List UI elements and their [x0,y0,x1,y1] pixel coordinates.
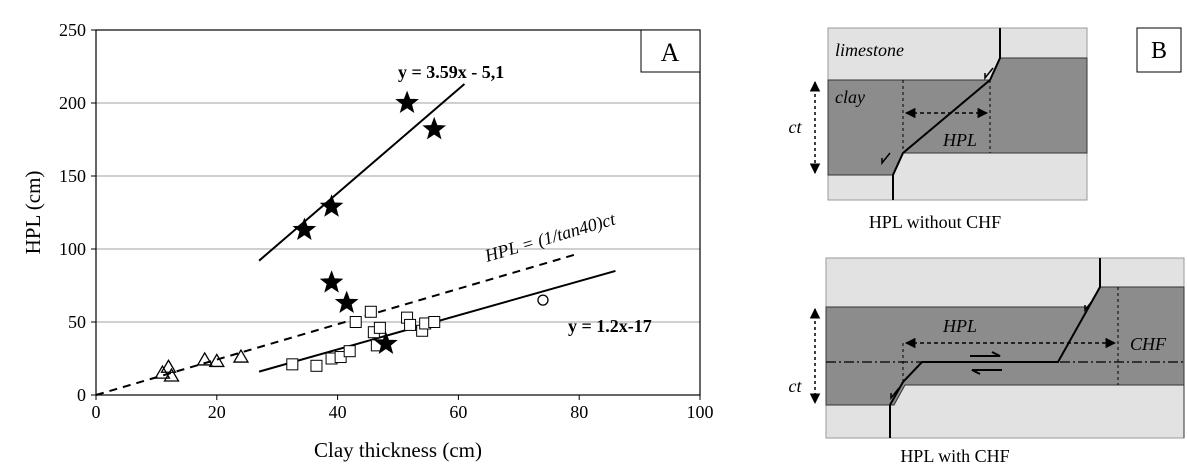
point [428,316,441,328]
caption: HPL without CHF [869,212,1001,232]
y-tick-label: 50 [68,312,86,332]
point [343,345,356,358]
fit-label: y = 1.2x-17 [568,316,652,336]
fit-line [258,83,466,262]
point [196,351,213,366]
point [208,353,225,368]
point [364,305,377,318]
point [373,321,386,334]
point [319,194,344,217]
y-axis-title: HPL (cm) [21,171,45,255]
y-tick-label: 150 [59,166,86,186]
y-tick-label: 0 [77,385,86,405]
slip-arrow [890,387,900,401]
point [319,270,344,293]
point [395,90,419,114]
slip-arrow [1084,299,1094,313]
shear-arrows [970,351,1002,375]
y-tick-label: 100 [59,239,86,259]
slip-arrow [984,67,994,81]
point [286,358,299,371]
point [537,294,549,306]
point [422,116,447,140]
chart: 0 50 100 150 200 250 0 20 40 60 80 100 Clay thicknes… [21,20,714,462]
panel-box [1136,27,1182,73]
point [232,348,250,363]
x-tick-label: 0 [92,402,101,422]
point [404,318,417,331]
x-tick-label: 60 [449,402,467,422]
label: limestone [835,40,904,60]
plot-frame [95,29,701,396]
x-tick-label: 20 [208,402,226,422]
y-tick-label: 200 [59,93,86,113]
point [374,331,398,354]
point [292,217,317,241]
fit-label: y = 3.59x - 5,1 [398,62,504,82]
panel-box [640,29,701,73]
point [310,359,323,372]
x-tick-label: 80 [570,402,588,422]
point [349,316,362,328]
plot-area [96,30,700,395]
label: clay [835,87,865,107]
x-axis-title: Clay thickness (cm) [314,438,482,462]
slip-arrow [881,152,891,166]
label: HPL [942,130,977,150]
panel-label: A [661,38,680,67]
panel-label: B [1151,38,1167,64]
caption: HPL with CHF [900,446,1009,466]
x-tick-label: 40 [329,402,347,422]
y-tick-label: 250 [59,20,86,40]
diagram-top: limestone clay ct HPL HPL without CHF B [789,27,1182,232]
x-tick-label: 100 [687,402,714,422]
point [334,290,359,314]
label: CHF [1130,334,1167,354]
point [160,358,177,373]
label: ct [789,117,803,137]
diagram-bottom: ct HPL CHF HPL with CHF [789,257,1185,466]
label: ct [789,376,803,396]
point [163,367,180,382]
label: HPL [942,316,977,336]
